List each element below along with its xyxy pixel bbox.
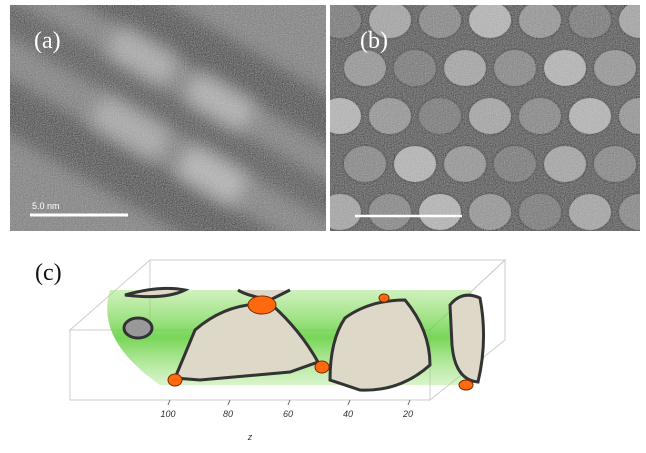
- cell: [393, 145, 437, 183]
- tick-mark: [348, 400, 350, 405]
- cell: [593, 49, 637, 87]
- cell: [468, 193, 512, 231]
- cell: [543, 145, 587, 183]
- tick-label: 100: [160, 409, 175, 419]
- cell: [568, 97, 612, 135]
- cell: [368, 193, 412, 231]
- cell: [493, 49, 537, 87]
- cell: [568, 193, 612, 231]
- panel-label: (a): [34, 28, 61, 54]
- cell: [443, 145, 487, 183]
- cell: [518, 193, 562, 231]
- figure: 5.0 nm (a) (b): [0, 0, 646, 453]
- cell: [343, 49, 387, 87]
- tick-label: 40: [343, 409, 353, 419]
- cell: [368, 97, 412, 135]
- cell: [593, 145, 637, 183]
- tick-mark: [168, 400, 170, 405]
- cell: [518, 97, 562, 135]
- cell: [568, 1, 612, 39]
- cell: [468, 97, 512, 135]
- cell: [343, 145, 387, 183]
- cell: [468, 1, 512, 39]
- cell: [418, 1, 462, 39]
- tick-label: 20: [402, 409, 413, 419]
- cell: [518, 1, 562, 39]
- panel-label: (b): [360, 28, 388, 54]
- cell: [393, 49, 437, 87]
- tick-label: 80: [223, 409, 233, 419]
- page: {"panels": [ {"label": "(a)", "scale_bar…: [0, 0, 646, 453]
- axis-label: z: [247, 432, 253, 442]
- tick-label: 60: [283, 409, 293, 419]
- panel-c-render: 100 80 60 40 20 z: [70, 260, 505, 442]
- cell: [418, 97, 462, 135]
- cell: [443, 49, 487, 87]
- tick-mark: [408, 400, 410, 405]
- scale-bar-label: 5.0 nm: [32, 201, 60, 211]
- cell: [493, 145, 537, 183]
- tick-mark: [288, 400, 290, 405]
- cell: [543, 49, 587, 87]
- tick-mark: [228, 400, 230, 405]
- panel-label: (c): [35, 260, 62, 286]
- cell: [418, 193, 462, 231]
